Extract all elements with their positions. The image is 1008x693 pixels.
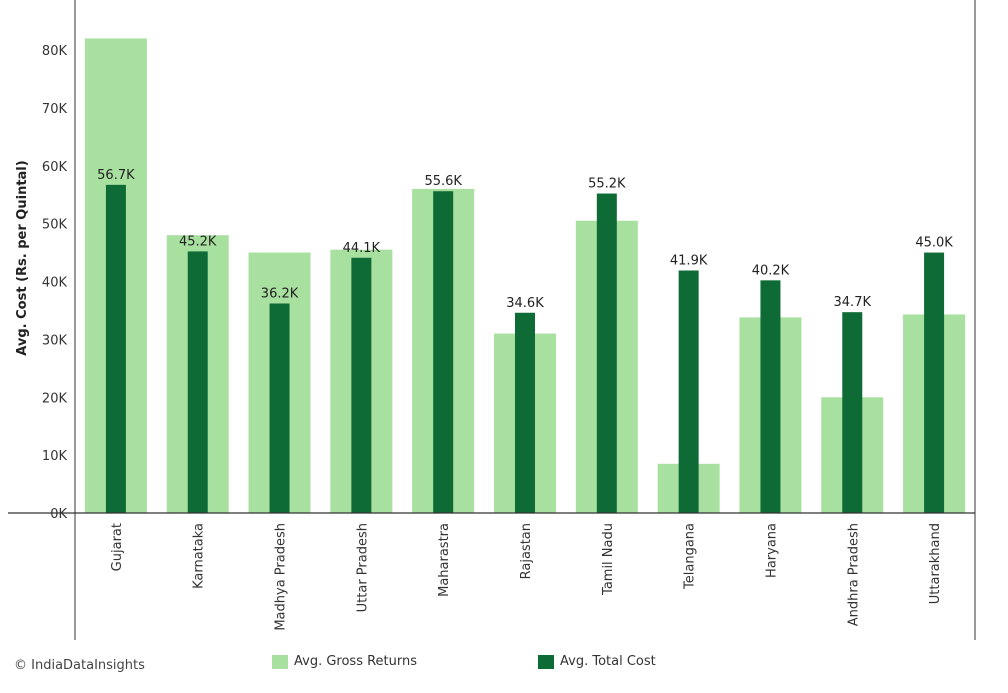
x-tick-label: Telangana <box>683 523 698 590</box>
y-axis: 0K 10K 20K 30K 40K 50K 60K 70K 80K <box>42 0 976 640</box>
x-tick-label: Uttar Pradesh <box>355 523 370 612</box>
legend-label-gross-returns: Avg. Gross Returns <box>294 654 418 669</box>
data-label-total-cost: 56.7K <box>97 168 135 183</box>
bar-total-cost <box>269 303 290 513</box>
legend-item-gross-returns: Avg. Gross Returns <box>272 654 417 669</box>
data-label-total-cost: 36.2K <box>261 286 299 301</box>
bar-total-cost <box>924 252 945 513</box>
x-tick-label: Madhya Pradesh <box>274 523 289 631</box>
y-tick-label: 40K <box>42 276 68 291</box>
y-tick-label: 80K <box>42 44 68 59</box>
legend-label-total-cost: Avg. Total Cost <box>560 654 656 669</box>
data-label-total-cost: 34.7K <box>834 295 872 310</box>
y-tick-label: 20K <box>42 391 68 406</box>
x-axis: Gujarat Karnataka Madhya Pradesh Uttar Prad… <box>8 512 975 631</box>
y-tick-label: 30K <box>42 333 68 348</box>
legend-item-total-cost: Avg. Total Cost <box>538 654 656 669</box>
total-cost-bars <box>105 184 945 513</box>
x-tick-label: Andhra Pradesh <box>846 523 861 626</box>
data-label-total-cost: 41.9K <box>670 254 708 269</box>
data-label-total-cost: 55.6K <box>424 174 462 189</box>
data-label-total-cost: 40.2K <box>752 263 790 278</box>
data-label-total-cost: 55.2K <box>588 177 626 192</box>
y-tick-label: 70K <box>42 102 68 117</box>
data-label-total-cost: 34.6K <box>506 296 544 311</box>
y-tick-label: 50K <box>42 218 68 233</box>
y-axis-title: Avg. Cost (Rs. per Quintal) <box>15 160 30 355</box>
x-tick-label: Rajastan <box>519 523 534 579</box>
x-tick-label: Tamil Nadu <box>601 523 616 596</box>
x-tick-label: Maharastra <box>437 523 452 597</box>
bar-total-cost <box>760 280 781 513</box>
data-label-total-cost: 45.0K <box>915 236 953 251</box>
total-cost-data-labels: 56.7K 45.2K 36.2K 44.1K 55.6K 34.6K 55.2K 41.9K… <box>97 168 953 311</box>
bar-total-cost <box>842 312 863 513</box>
x-tick-label: Karnataka <box>192 523 207 589</box>
x-tick-label: Gujarat <box>110 523 125 571</box>
data-label-total-cost: 44.1K <box>343 241 381 256</box>
x-tick-label: Uttarakhand <box>928 523 943 604</box>
bar-total-cost <box>515 312 535 513</box>
y-tick-label: 60K <box>42 160 68 175</box>
x-tick-label: Haryana <box>764 523 779 578</box>
bar-total-cost <box>351 257 372 513</box>
bar-total-cost <box>596 193 617 513</box>
bar-total-cost <box>678 270 699 513</box>
legend-swatch-gross-returns <box>272 654 288 669</box>
bar-total-cost <box>433 191 454 513</box>
y-tick-label: 10K <box>42 449 68 464</box>
y-tick-label: 0K <box>50 507 67 522</box>
bar-total-cost <box>187 251 208 513</box>
data-label-total-cost: 45.2K <box>179 234 217 249</box>
legend-swatch-total-cost <box>538 654 554 669</box>
credit-text: © IndiaDataInsights <box>14 658 145 673</box>
bar-total-cost <box>105 184 126 513</box>
